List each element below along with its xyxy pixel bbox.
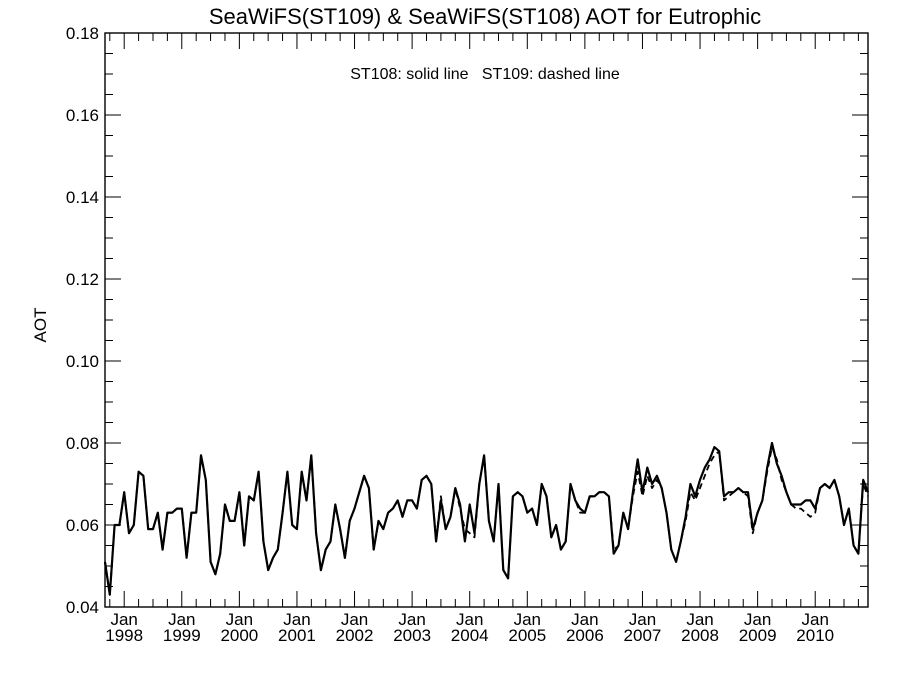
x-tick-label-year: 2002 (336, 626, 374, 645)
x-tick-label-month: Jan (686, 610, 713, 629)
axis-tick-labels: 0.040.060.080.100.120.140.160.18Jan1998J… (66, 24, 834, 645)
x-tick-label-month: Jan (226, 610, 253, 629)
x-tick-label-month: Jan (514, 610, 541, 629)
x-tick-label-year: 2003 (393, 626, 431, 645)
x-tick-label-month: Jan (456, 610, 483, 629)
y-tick-label: 0.08 (66, 434, 99, 453)
axis-ticks (105, 32, 868, 608)
x-tick-label-year: 2001 (278, 626, 316, 645)
x-tick-label-year: 2007 (624, 626, 662, 645)
y-tick-label: 0.10 (66, 352, 99, 371)
y-axis-label: AOT (31, 308, 50, 343)
x-tick-label-month: Jan (571, 610, 598, 629)
y-tick-label: 0.12 (66, 270, 99, 289)
x-tick-label-year: 2009 (739, 626, 777, 645)
x-tick-label-month: Jan (110, 610, 137, 629)
y-tick-label: 0.06 (66, 516, 99, 535)
x-tick-label-year: 2004 (451, 626, 489, 645)
x-tick-label-month: Jan (283, 610, 310, 629)
y-tick-label: 0.18 (66, 24, 99, 43)
x-tick-label-year: 1999 (163, 626, 201, 645)
x-tick-label-year: 2010 (796, 626, 834, 645)
x-tick-label-month: Jan (168, 610, 195, 629)
series-style-annotation: ST108: solid line ST109: dashed line (350, 66, 620, 83)
x-tick-label-year: 2000 (220, 626, 258, 645)
x-tick-label-year: 2005 (508, 626, 546, 645)
x-tick-label-year: 2008 (681, 626, 719, 645)
x-tick-label-month: Jan (744, 610, 771, 629)
chart-title: SeaWiFS(ST109) & SeaWiFS(ST108) AOT for … (209, 4, 761, 29)
y-tick-label: 0.16 (66, 106, 99, 125)
y-tick-label: 0.04 (66, 598, 99, 617)
x-tick-label-month: Jan (341, 610, 368, 629)
plot-frame (104, 32, 869, 608)
x-tick-label-month: Jan (398, 610, 425, 629)
series-lines (103, 441, 870, 596)
x-tick-label-year: 1998 (105, 626, 143, 645)
x-tick-label-year: 2006 (566, 626, 604, 645)
y-tick-label: 0.14 (66, 188, 99, 207)
x-tick-label-month: Jan (802, 610, 829, 629)
x-tick-label-month: Jan (629, 610, 656, 629)
series-line-st109-dashed (104, 446, 869, 596)
